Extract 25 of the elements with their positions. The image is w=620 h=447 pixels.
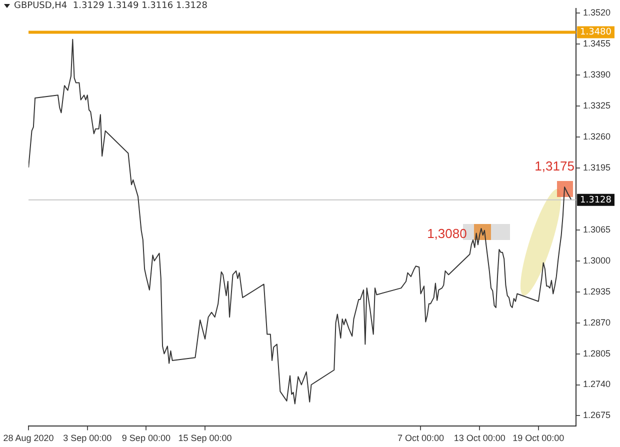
x-tick-label: 15 Sep 00:00 — [178, 433, 232, 444]
y-tick-label: 1.2675 — [583, 410, 611, 420]
chart-title: GBPUSD,H4 1.3129 1.3149 1.3116 1.3128 — [14, 1, 208, 11]
y-tick-label: 1.2740 — [583, 379, 611, 390]
x-tick-label: 19 Oct 00:00 — [512, 433, 564, 444]
y-tick-label: 1.3000 — [583, 255, 611, 266]
x-tick-label: 3 Sep 00:00 — [63, 433, 112, 444]
x-tick-label: 13 Oct 00:00 — [454, 433, 506, 444]
annotation: 1,3080 — [427, 226, 467, 242]
x-tick-label: 28 Aug 2020 — [3, 433, 54, 444]
annotation: 1,3175 — [534, 158, 574, 174]
y-tick-label: 1.2805 — [583, 348, 611, 358]
y-tick-label: 1.3390 — [583, 70, 611, 80]
y-tick-label: 1.2935 — [583, 286, 611, 296]
y-tick-label: 1.3260 — [583, 132, 611, 142]
y-tick-label: 1.2870 — [583, 317, 611, 328]
y-tick-label: 1.3520 — [583, 8, 611, 18]
y-tick-label: 1.3455 — [583, 38, 611, 49]
x-tick-label: 7 Oct 00:00 — [397, 433, 444, 444]
y-tick-label: 1.3195 — [583, 162, 611, 172]
ref-line-label: 1.3480 — [580, 28, 612, 38]
ref-line-label: 1.3128 — [580, 195, 612, 206]
y-tick-label: 1.3325 — [583, 100, 611, 111]
y-tick-label: 1.3065 — [583, 224, 611, 234]
x-tick-label: 9 Sep 00:00 — [122, 433, 170, 444]
